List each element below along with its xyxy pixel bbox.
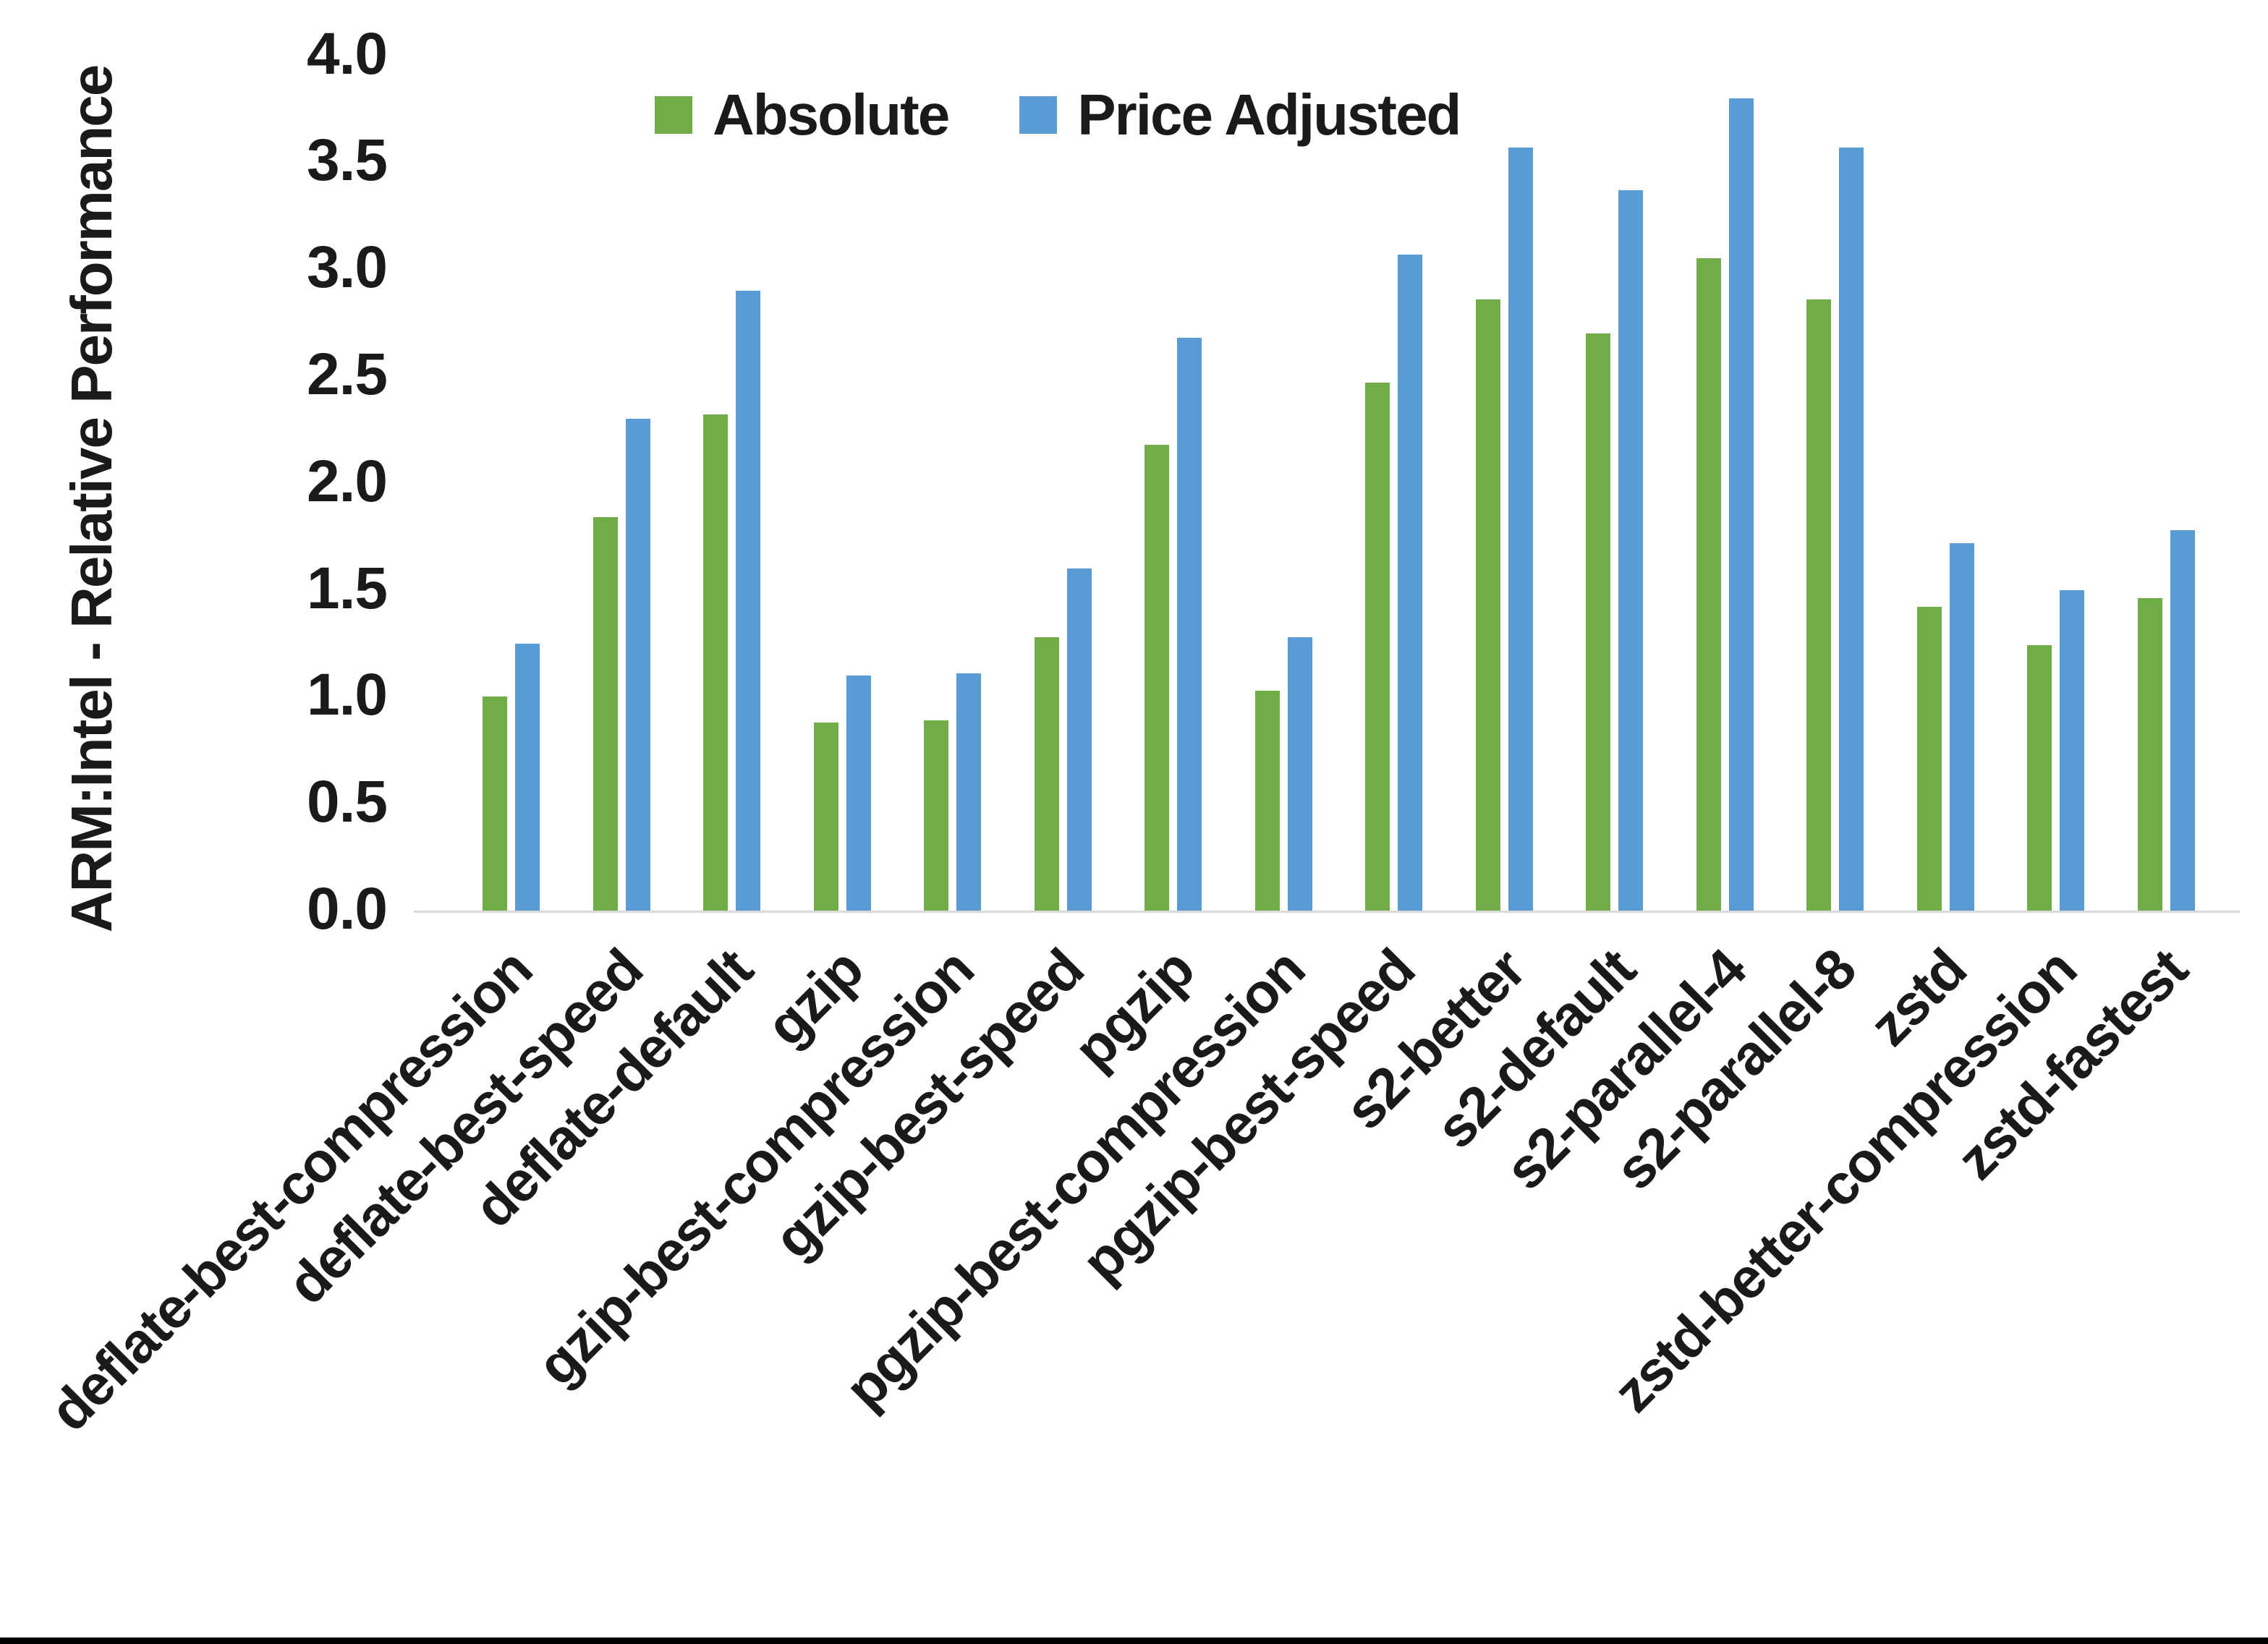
bar-absolute: [1916, 607, 1942, 911]
bar-price-adjusted: [956, 673, 981, 911]
y-axis-title: ARM:Intel - Relative Performance: [59, 65, 124, 933]
y-tick-label: 2.0: [307, 448, 388, 514]
bar-absolute: [1144, 444, 1169, 911]
legend-swatch-price-adjusted: [1019, 96, 1058, 134]
bar-absolute: [1034, 636, 1059, 911]
bar-price-adjusted: [1728, 98, 1754, 911]
legend: Absolute Price Adjusted: [655, 82, 1461, 147]
y-tick-label: 0.5: [307, 769, 388, 835]
bar-absolute: [703, 414, 728, 911]
bar-price-adjusted: [1066, 568, 1092, 911]
y-tick-label: 1.5: [307, 555, 388, 621]
bar-price-adjusted: [1287, 636, 1312, 911]
bar-price-adjusted: [625, 419, 650, 911]
bar-absolute: [1696, 258, 1721, 911]
bar-price-adjusted: [1839, 147, 1864, 911]
bar-price-adjusted: [1618, 189, 1643, 911]
y-tick-label: 0.0: [307, 876, 388, 942]
bar-price-adjusted: [736, 290, 760, 911]
y-tick-label: 3.0: [307, 234, 388, 301]
bar-absolute: [2027, 645, 2052, 911]
y-tick-label: 3.5: [307, 127, 388, 194]
bar-price-adjusted: [515, 643, 540, 911]
bar-absolute: [1806, 299, 1831, 911]
bar-price-adjusted: [1949, 542, 1974, 911]
bar-absolute: [924, 720, 948, 911]
bar-absolute: [1586, 333, 1610, 911]
bar-absolute: [483, 697, 507, 911]
legend-swatch-absolute: [655, 96, 692, 134]
bar-price-adjusted: [1398, 254, 1422, 911]
bar-absolute: [593, 517, 618, 911]
bar-absolute: [1475, 299, 1500, 911]
bar-price-adjusted: [1177, 337, 1202, 911]
legend-label-price-adjusted: Price Adjusted: [1077, 82, 1461, 147]
y-tick-label: 2.5: [307, 341, 388, 408]
y-tick-label: 4.0: [307, 20, 388, 87]
bar-price-adjusted: [846, 675, 871, 911]
bar-absolute: [813, 722, 838, 911]
legend-label-absolute: Absolute: [713, 82, 950, 147]
bar-price-adjusted: [2060, 589, 2084, 911]
bottom-border: [0, 1637, 2268, 1644]
x-axis-line: [414, 911, 2240, 913]
bar-absolute: [1254, 690, 1280, 911]
bar-absolute: [1365, 382, 1390, 911]
bar-price-adjusted: [2170, 529, 2195, 911]
y-tick-label: 1.0: [307, 662, 388, 728]
bar-price-adjusted: [1508, 147, 1533, 911]
bar-absolute: [2137, 598, 2162, 911]
